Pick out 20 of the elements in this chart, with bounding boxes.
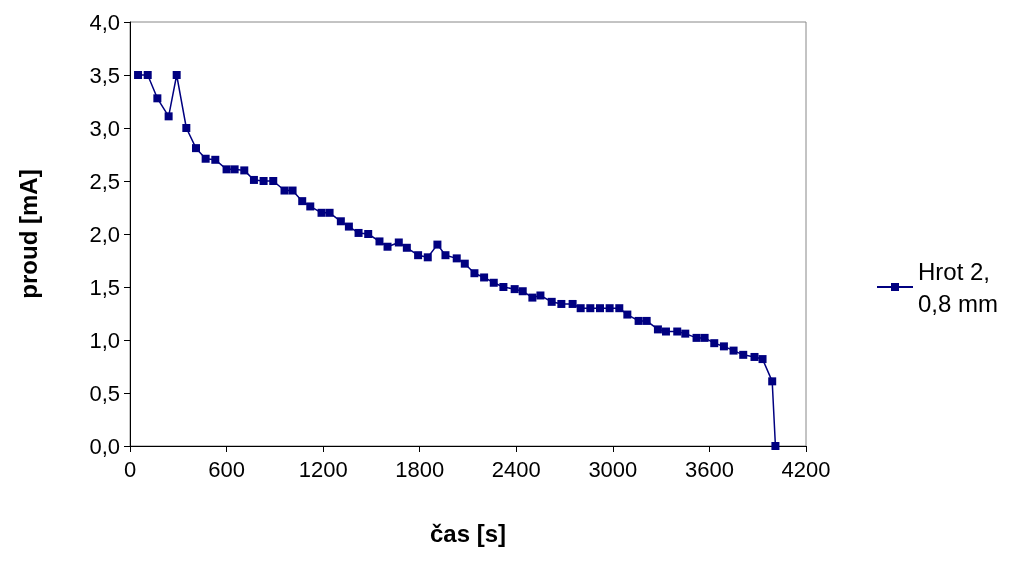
y-tick-label: 2,5 — [89, 168, 120, 194]
y-tick-label: 4,0 — [89, 9, 120, 35]
x-tick-label: 3000 — [588, 456, 638, 482]
legend-label: Hrot 2, 0,8 mm — [918, 257, 999, 317]
x-tick-label: 4200 — [781, 456, 831, 482]
y-axis-title: proud [mA] — [14, 169, 42, 299]
x-tick-label: 600 — [208, 456, 245, 482]
y-tick-label: 1,5 — [89, 274, 120, 300]
y-tick-label: 3,0 — [89, 115, 120, 141]
y-tick-label: 0,0 — [89, 433, 120, 459]
x-tick-label: 3600 — [684, 456, 734, 482]
y-tick-label: 2,0 — [89, 221, 120, 247]
x-tick-label: 1800 — [395, 456, 445, 482]
x-tick-label: 1200 — [298, 456, 348, 482]
x-axis-title: čas [s] — [429, 519, 507, 547]
y-tick-label: 0,5 — [89, 380, 120, 406]
y-tick-label: 1,0 — [89, 327, 120, 353]
x-tick-label: 2400 — [491, 456, 541, 482]
y-tick-label: 3,5 — [89, 62, 120, 88]
x-tick-label: 0 — [123, 456, 137, 482]
